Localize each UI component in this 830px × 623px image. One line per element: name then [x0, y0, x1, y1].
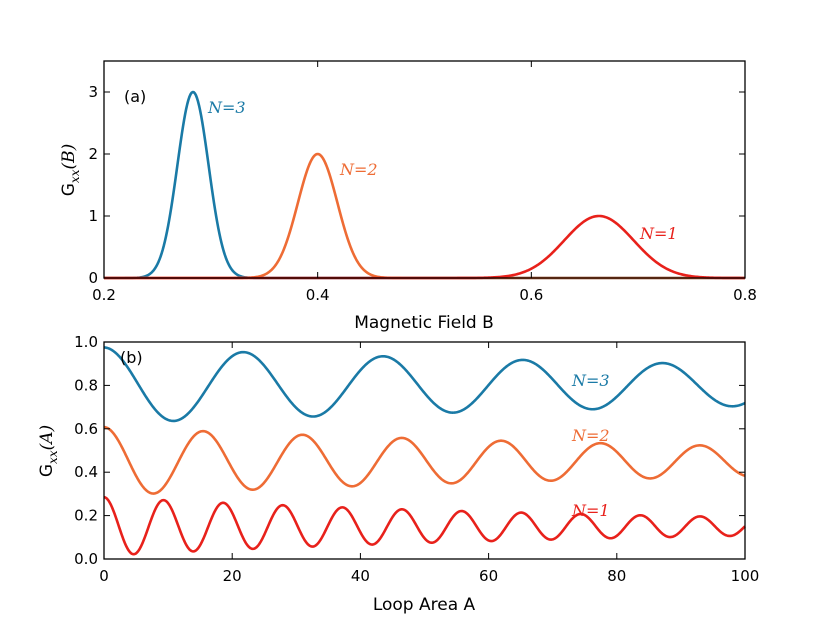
panel-b-series-label-n1: N=1	[571, 501, 610, 520]
panel-a-xtick-label: 0.2	[92, 286, 116, 304]
panel-b-ytick-label: 1.0	[74, 333, 98, 351]
panel-b-frame	[103, 341, 746, 560]
panel-b-ytick-label: 0.0	[74, 550, 98, 568]
panel-b-series-line-n3	[103, 346, 746, 423]
panel-b-ytick-label: 0.4	[74, 463, 98, 481]
panel-b-ytick-label: 0.2	[74, 507, 98, 525]
panel-a-ytick-label: 0	[88, 269, 98, 287]
panel-b-ylabel-sub: xx	[46, 450, 60, 464]
panel-a-ticks: 0.2 0.4 0.6 0.8 0 1 2 3	[88, 61, 757, 304]
panel-a-series-label-n1: N=1	[639, 224, 678, 243]
svg-text:Gxx(B): Gxx(B)	[59, 144, 82, 197]
panel-a-frame	[103, 60, 746, 279]
panel-a-ylabel-main: G	[59, 183, 79, 196]
panel-b-xtick-label: 100	[731, 567, 760, 585]
panel-b-xtick-label: 20	[223, 567, 242, 585]
panel-a-tag: (a)	[124, 87, 146, 106]
panel-a-xlabel: Magnetic Field B	[354, 313, 494, 333]
panel-a-series-line-n3	[103, 90, 746, 280]
panel-b-xtick-label: 60	[479, 567, 498, 585]
panel-b-ylabel-arg: (A)	[37, 425, 57, 451]
panel-a-ytick-label: 2	[88, 145, 98, 163]
panel-a-ylabel-arg: (B)	[59, 144, 79, 170]
panel-a-ylabel: Gxx(B)	[59, 144, 82, 197]
panel-b-ylabel-main: G	[37, 464, 57, 477]
panel-a-xtick-label: 0.8	[733, 286, 757, 304]
panel-b-tag: (b)	[120, 348, 143, 367]
svg-text:Gxx(A): Gxx(A)	[37, 425, 60, 477]
panel-a-series-label-n2: N=2	[339, 160, 378, 179]
panel-b-series-label-n2: N=2	[571, 426, 610, 445]
panel-b-ylabel: Gxx(A)	[37, 425, 60, 477]
panel-b-series-line-n2	[103, 425, 746, 495]
panel-a: 0.2 0.4 0.6 0.8 0 1 2 3 (a) N=3 N=2 N=1 Magneti…	[59, 60, 757, 333]
panel-b-series-label-n3: N=3	[571, 371, 610, 390]
panel-b-ytick-label: 0.6	[74, 420, 98, 438]
panel-b-xtick-label: 40	[351, 567, 370, 585]
panel-b-ytick-label: 0.8	[74, 376, 98, 394]
panel-b: 0 20 40 60 80 100 0.0 0.2 0.4 0.6 0.8 1.0 (b) N=3 N…	[37, 333, 759, 615]
panel-a-series-label-n3: N=3	[207, 98, 246, 117]
panel-a-ytick-label: 1	[88, 207, 98, 225]
panel-a-series-line-n2	[103, 152, 746, 280]
panel-a-xtick-label: 0.6	[519, 286, 543, 304]
panel-a-series-lines	[103, 90, 746, 280]
panel-b-series-lines	[103, 346, 746, 556]
panel-b-xtick-label: 80	[607, 567, 626, 585]
panel-a-xtick-label: 0.4	[306, 286, 330, 304]
panel-a-ytick-label: 3	[88, 83, 98, 101]
panel-a-ylabel-sub: xx	[68, 169, 82, 183]
panel-b-ticks: 0 20 40 60 80 100 0.0 0.2 0.4 0.6 0.8 1.0	[74, 333, 759, 585]
panel-b-xtick-label: 0	[99, 567, 109, 585]
panel-b-xlabel: Loop Area A	[373, 595, 476, 615]
panel-b-series-line-n1	[103, 495, 746, 556]
